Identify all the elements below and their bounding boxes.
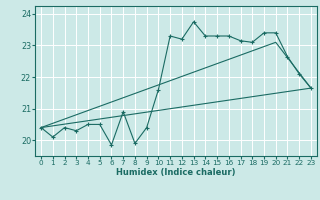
X-axis label: Humidex (Indice chaleur): Humidex (Indice chaleur)	[116, 168, 236, 177]
